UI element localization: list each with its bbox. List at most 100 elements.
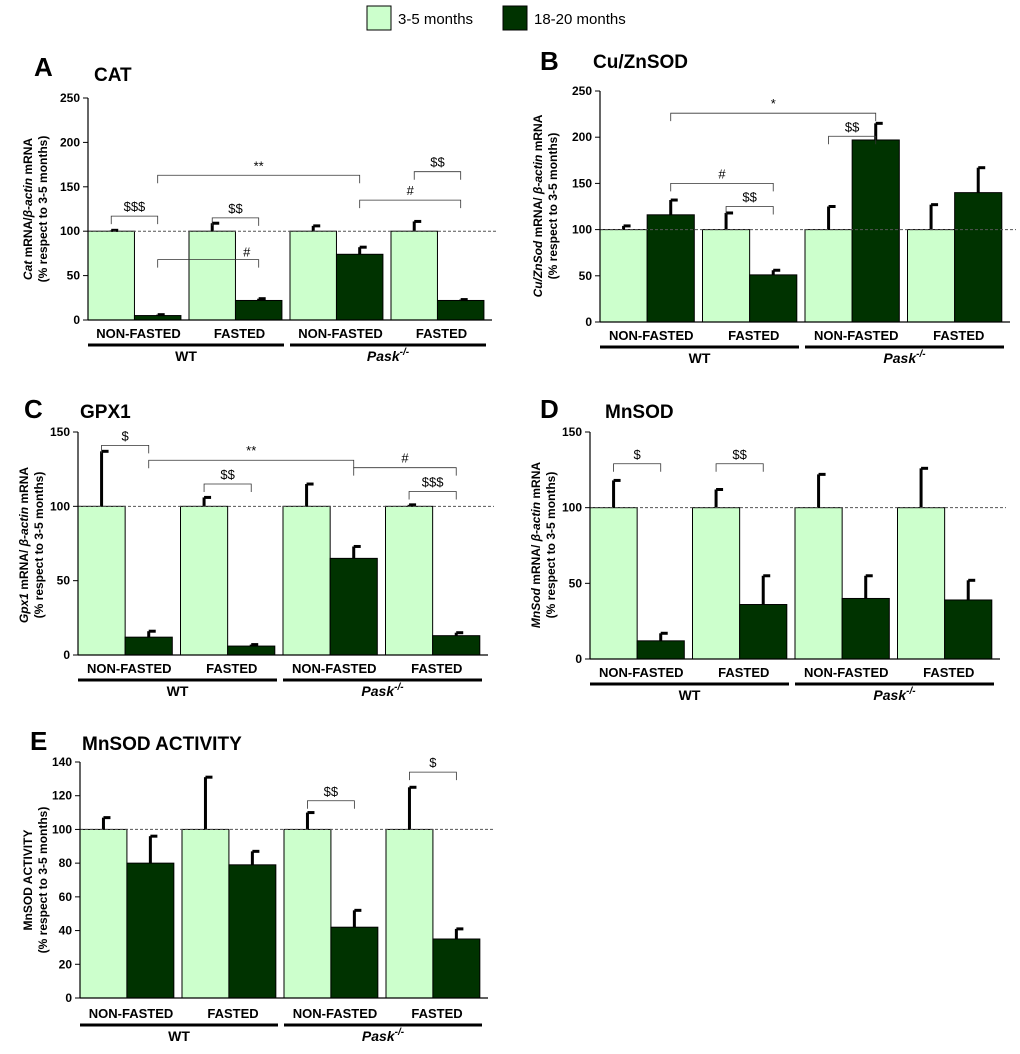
significance-label: #: [401, 451, 409, 466]
bar-old: [432, 938, 481, 999]
panel-letter: D: [540, 394, 559, 424]
y-axis-label-line1: MnSOD ACTIVITY: [21, 830, 35, 931]
significance-bracket: [715, 463, 764, 472]
significance-bracket: [203, 483, 252, 493]
y-tick-label: 0: [63, 648, 70, 662]
bar-old: [841, 597, 890, 660]
significance-bracket: [359, 199, 462, 209]
genotype-superscript: -/-: [916, 349, 926, 360]
significance-bracket: [353, 467, 457, 476]
significance-label: **: [254, 158, 264, 173]
y-label-ref-gene: β-actin: [531, 155, 545, 195]
y-label-ref-gene: β-actin: [21, 178, 35, 218]
y-axis-label-line2: (% respect to 3-5 months): [36, 807, 50, 954]
significance-label: $$: [845, 119, 860, 134]
y-tick-label: 200: [572, 130, 592, 144]
y-tick-label: 0: [73, 313, 80, 327]
significance-bracket: [101, 444, 150, 454]
significance-label: *: [771, 96, 776, 111]
group-label: FASTED: [933, 328, 984, 343]
y-label-ref-gene: β-actin: [17, 507, 31, 547]
bar-old: [944, 599, 993, 660]
bar-old: [851, 139, 900, 323]
y-tick-label: 50: [57, 574, 71, 588]
genotype-label: Pask-/-: [873, 686, 916, 703]
chart-title: Cu/ZnSOD: [593, 52, 688, 73]
y-label-gene: Cu/ZnSod: [531, 240, 545, 297]
significance-bracket: [157, 259, 260, 268]
bar-old: [234, 299, 283, 321]
genotype-label: WT: [168, 1028, 190, 1044]
genotype-name: Pask: [367, 348, 401, 364]
genotype-superscript: -/-: [906, 686, 916, 697]
panel-a: A CAT Cat mRNA/β-actin mRNA(% respect to 3…: [21, 52, 498, 364]
bar-old: [330, 926, 379, 999]
chart-title: GPX1: [80, 402, 131, 423]
significance-bracket: [670, 112, 877, 122]
y-tick-label: 50: [579, 269, 593, 283]
y-axis-label-line2: (% respect to 3-5 months): [544, 472, 558, 619]
y-tick-label: 0: [585, 315, 592, 329]
genotype-name: WT: [168, 1028, 190, 1044]
group-label: FASTED: [411, 1006, 462, 1021]
y-axis-label-line2: (% respect to 3-5 months): [546, 133, 560, 280]
bar-young: [289, 230, 337, 321]
y-tick-label: 0: [65, 991, 72, 1005]
significance-label: #: [243, 245, 251, 260]
y-tick-label: 150: [60, 180, 80, 194]
genotype-name: Pask: [873, 687, 907, 703]
bar-young: [180, 505, 229, 656]
group-label: NON-FASTED: [89, 1006, 174, 1021]
group-label: NON-FASTED: [293, 1006, 378, 1021]
y-tick-label: 80: [59, 856, 73, 870]
y-label-mid: MnSOD ACTIVITY: [21, 830, 35, 931]
y-tick-label: 100: [52, 822, 72, 836]
y-axis-label: MnSOD ACTIVITY(% respect to 3-5 months): [21, 807, 50, 954]
y-tick-label: 0: [575, 652, 582, 666]
significance-label: $: [122, 428, 130, 443]
group-label: NON-FASTED: [609, 328, 694, 343]
legend-swatch-young: [366, 5, 392, 31]
significance-bracket: [828, 135, 877, 145]
genotype-label: WT: [175, 348, 197, 364]
significance-bracket: [307, 800, 355, 809]
y-label-tail: mRNA: [21, 138, 35, 178]
y-tick-label: 50: [67, 269, 81, 283]
bar-young: [804, 229, 853, 323]
bar-old: [124, 636, 173, 656]
panel-letter: C: [24, 394, 43, 424]
y-tick-label: 140: [52, 755, 72, 769]
y-label-gene: Gpx1: [17, 593, 31, 623]
y-tick-label: 100: [572, 223, 592, 237]
y-tick-label: 150: [572, 176, 592, 190]
y-tick-label: 60: [59, 890, 73, 904]
genotype-name: WT: [175, 348, 197, 364]
y-axis-label: MnSod mRNA/ β-actin mRNA(% respect to 3-…: [529, 462, 558, 628]
bar-old: [329, 557, 378, 656]
y-label-tail: mRNA: [17, 467, 31, 507]
significance-bracket: [613, 463, 662, 472]
y-tick-label: 250: [60, 91, 80, 105]
significance-bracket: [408, 491, 457, 500]
y-tick-label: 20: [59, 957, 73, 971]
y-tick-label: 200: [60, 135, 80, 149]
legend-label-young: 3-5 months: [398, 11, 473, 28]
significance-label: $$: [742, 190, 757, 205]
genotype-label: WT: [167, 683, 189, 699]
bar-old: [133, 315, 182, 321]
group-label: NON-FASTED: [298, 326, 383, 341]
bar-young: [385, 828, 434, 999]
panel-letter: B: [540, 46, 559, 76]
group-label: FASTED: [718, 665, 769, 680]
group-label: FASTED: [416, 326, 467, 341]
group-label: FASTED: [207, 1006, 258, 1021]
bar-old: [432, 635, 481, 656]
group-label: FASTED: [728, 328, 779, 343]
y-label-tail: mRNA: [531, 114, 545, 154]
legend-swatch-old: [502, 5, 528, 31]
y-label-mid: mRNA/: [17, 546, 31, 593]
bar-young: [897, 507, 946, 660]
significance-label: $$: [220, 467, 235, 482]
